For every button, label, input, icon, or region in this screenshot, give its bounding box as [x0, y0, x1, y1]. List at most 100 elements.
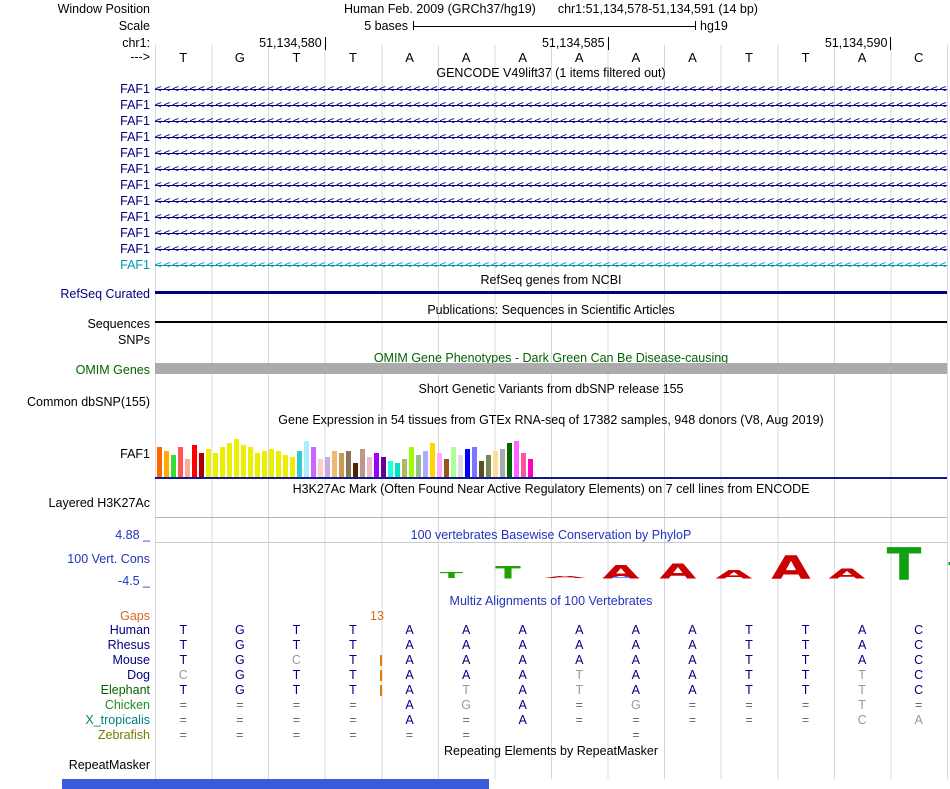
gtex-bar[interactable] [528, 459, 533, 477]
transcript-intron-arrows[interactable]: <<<<<<<<<<<<<<<<<<<<<<<<<<<<<<<<<<<<<<<<… [155, 225, 947, 241]
gtex-bar[interactable] [472, 447, 477, 477]
phylop-track-label[interactable]: 100 Vert. Cons [67, 552, 150, 566]
gtex-bar[interactable] [192, 445, 197, 477]
gtex-bar[interactable] [486, 455, 491, 477]
gtex-bar[interactable] [360, 449, 365, 477]
gene-transcript-row[interactable]: FAF1 <<<<<<<<<<<<<<<<<<<<<<<<<<<<<<<<<<<<… [0, 113, 950, 129]
transcript-intron-arrows[interactable]: <<<<<<<<<<<<<<<<<<<<<<<<<<<<<<<<<<<<<<<<… [155, 145, 947, 161]
transcript-intron-arrows[interactable]: <<<<<<<<<<<<<<<<<<<<<<<<<<<<<<<<<<<<<<<<… [155, 113, 947, 129]
gene-transcript-label[interactable]: FAF1 [120, 178, 150, 192]
gtex-bar[interactable] [507, 443, 512, 477]
gaps-row-label[interactable]: Gaps [120, 609, 150, 623]
gtex-bar[interactable] [514, 441, 519, 477]
transcript-intron-arrows[interactable]: <<<<<<<<<<<<<<<<<<<<<<<<<<<<<<<<<<<<<<<<… [155, 257, 947, 273]
gtex-bar[interactable] [241, 445, 246, 477]
gtex-bar[interactable] [304, 441, 309, 477]
transcript-intron-arrows[interactable]: <<<<<<<<<<<<<<<<<<<<<<<<<<<<<<<<<<<<<<<<… [155, 193, 947, 209]
gtex-bar[interactable] [451, 447, 456, 477]
gtex-bar[interactable] [521, 453, 526, 477]
snps-track-label[interactable]: SNPs [118, 333, 150, 347]
transcript-intron-arrows[interactable]: <<<<<<<<<<<<<<<<<<<<<<<<<<<<<<<<<<<<<<<<… [155, 97, 947, 113]
gtex-bar[interactable] [255, 453, 260, 477]
transcript-intron-arrows[interactable]: <<<<<<<<<<<<<<<<<<<<<<<<<<<<<<<<<<<<<<<<… [155, 177, 947, 193]
gtex-bar[interactable] [227, 443, 232, 477]
gtex-bar[interactable] [339, 453, 344, 477]
gene-transcript-row[interactable]: FAF1 <<<<<<<<<<<<<<<<<<<<<<<<<<<<<<<<<<<<… [0, 193, 950, 209]
species-alignment-row[interactable]: Dog C G T T A A A T A A T T T C [0, 668, 950, 683]
gtex-bar[interactable] [185, 459, 190, 477]
gene-transcript-label[interactable]: FAF1 [120, 82, 150, 96]
gtex-bar[interactable] [374, 453, 379, 477]
repeatmasker-track-label[interactable]: RepeatMasker [68, 758, 150, 772]
omim-gene-bar[interactable] [155, 363, 947, 374]
transcript-intron-arrows[interactable]: <<<<<<<<<<<<<<<<<<<<<<<<<<<<<<<<<<<<<<<<… [155, 161, 947, 177]
species-label[interactable]: Mouse [112, 653, 150, 667]
gene-transcript-row[interactable]: FAF1 <<<<<<<<<<<<<<<<<<<<<<<<<<<<<<<<<<<<… [0, 177, 950, 193]
gene-transcript-row[interactable]: FAF1 <<<<<<<<<<<<<<<<<<<<<<<<<<<<<<<<<<<<… [0, 145, 950, 161]
species-alignment-row[interactable]: Rhesus T G T T A A A A A A T T A C [0, 638, 950, 653]
gene-transcript-row[interactable]: FAF1 <<<<<<<<<<<<<<<<<<<<<<<<<<<<<<<<<<<<… [0, 161, 950, 177]
transcript-intron-arrows[interactable]: <<<<<<<<<<<<<<<<<<<<<<<<<<<<<<<<<<<<<<<<… [155, 209, 947, 225]
transcript-intron-arrows[interactable]: <<<<<<<<<<<<<<<<<<<<<<<<<<<<<<<<<<<<<<<<… [155, 129, 947, 145]
gene-transcript-row[interactable]: FAF1 <<<<<<<<<<<<<<<<<<<<<<<<<<<<<<<<<<<<… [0, 97, 950, 113]
gtex-bar[interactable] [283, 455, 288, 477]
gtex-gene-label[interactable]: FAF1 [120, 447, 150, 461]
gtex-bar[interactable] [269, 449, 274, 477]
gtex-bar[interactable] [402, 459, 407, 477]
h3k27ac-track-label[interactable]: Layered H3K27Ac [48, 496, 150, 510]
transcript-intron-arrows[interactable]: <<<<<<<<<<<<<<<<<<<<<<<<<<<<<<<<<<<<<<<<… [155, 81, 947, 97]
gene-transcript-label[interactable]: FAF1 [120, 194, 150, 208]
gtex-bar[interactable] [164, 451, 169, 477]
gene-transcript-label[interactable]: FAF1 [120, 226, 150, 240]
gtex-bar[interactable] [332, 451, 337, 477]
gtex-bar[interactable] [290, 457, 295, 477]
gtex-bar[interactable] [178, 447, 183, 477]
gtex-bar[interactable] [388, 461, 393, 477]
gene-transcript-row[interactable]: FAF1 <<<<<<<<<<<<<<<<<<<<<<<<<<<<<<<<<<<<… [0, 241, 950, 257]
species-alignment-row[interactable]: Human T G T T A A A A A A T T A C [0, 623, 950, 638]
gtex-bar[interactable] [171, 455, 176, 477]
gtex-bar[interactable] [234, 439, 239, 477]
gene-transcript-row[interactable]: FAF1 <<<<<<<<<<<<<<<<<<<<<<<<<<<<<<<<<<<<… [0, 81, 950, 97]
gtex-bar[interactable] [416, 455, 421, 477]
gtex-bar[interactable] [318, 459, 323, 477]
gtex-bar[interactable] [248, 447, 253, 477]
gtex-bar[interactable] [157, 447, 162, 477]
species-alignment-row[interactable]: X_tropicalis = = = = A = A = = = = = C A [0, 713, 950, 728]
gtex-bar[interactable] [346, 451, 351, 477]
omim-track-label[interactable]: OMIM Genes [75, 363, 150, 377]
gtex-bar[interactable] [325, 457, 330, 477]
gene-transcript-label[interactable]: FAF1 [120, 98, 150, 112]
species-label[interactable]: Dog [127, 668, 150, 682]
bottom-blue-bar[interactable] [62, 779, 489, 789]
gtex-bar[interactable] [423, 451, 428, 477]
gene-transcript-row[interactable]: FAF1 <<<<<<<<<<<<<<<<<<<<<<<<<<<<<<<<<<<<… [0, 129, 950, 145]
gene-transcript-label[interactable]: FAF1 [120, 210, 150, 224]
gtex-bar[interactable] [276, 451, 281, 477]
gtex-bar[interactable] [493, 451, 498, 477]
species-alignment-row[interactable]: Zebrafish = = = = = = = [0, 728, 950, 743]
gtex-bar[interactable] [220, 447, 225, 477]
sequences-bar[interactable] [155, 321, 947, 323]
gene-transcript-label[interactable]: FAF1 [120, 258, 150, 272]
gtex-bar[interactable] [458, 455, 463, 477]
gtex-bar[interactable] [206, 449, 211, 477]
gtex-bar[interactable] [297, 451, 302, 477]
gtex-bar[interactable] [262, 451, 267, 477]
gene-transcript-label[interactable]: FAF1 [120, 242, 150, 256]
gtex-bar[interactable] [213, 453, 218, 477]
gtex-bar[interactable] [500, 449, 505, 477]
gene-transcript-label[interactable]: FAF1 [120, 162, 150, 176]
gtex-expression-bars[interactable] [157, 433, 533, 477]
gtex-bar[interactable] [437, 453, 442, 477]
species-label[interactable]: Elephant [100, 683, 150, 697]
sequences-track-label[interactable]: Sequences [87, 317, 150, 331]
gene-transcript-label[interactable]: FAF1 [120, 146, 150, 160]
gtex-bar[interactable] [444, 459, 449, 477]
gene-transcript-row[interactable]: FAF1 <<<<<<<<<<<<<<<<<<<<<<<<<<<<<<<<<<<<… [0, 225, 950, 241]
gtex-bar[interactable] [430, 443, 435, 477]
gene-transcript-label[interactable]: FAF1 [120, 114, 150, 128]
dbsnp-track-label[interactable]: Common dbSNP(155) [27, 395, 150, 409]
gtex-bar[interactable] [409, 447, 414, 477]
species-label[interactable]: Zebrafish [97, 728, 150, 742]
